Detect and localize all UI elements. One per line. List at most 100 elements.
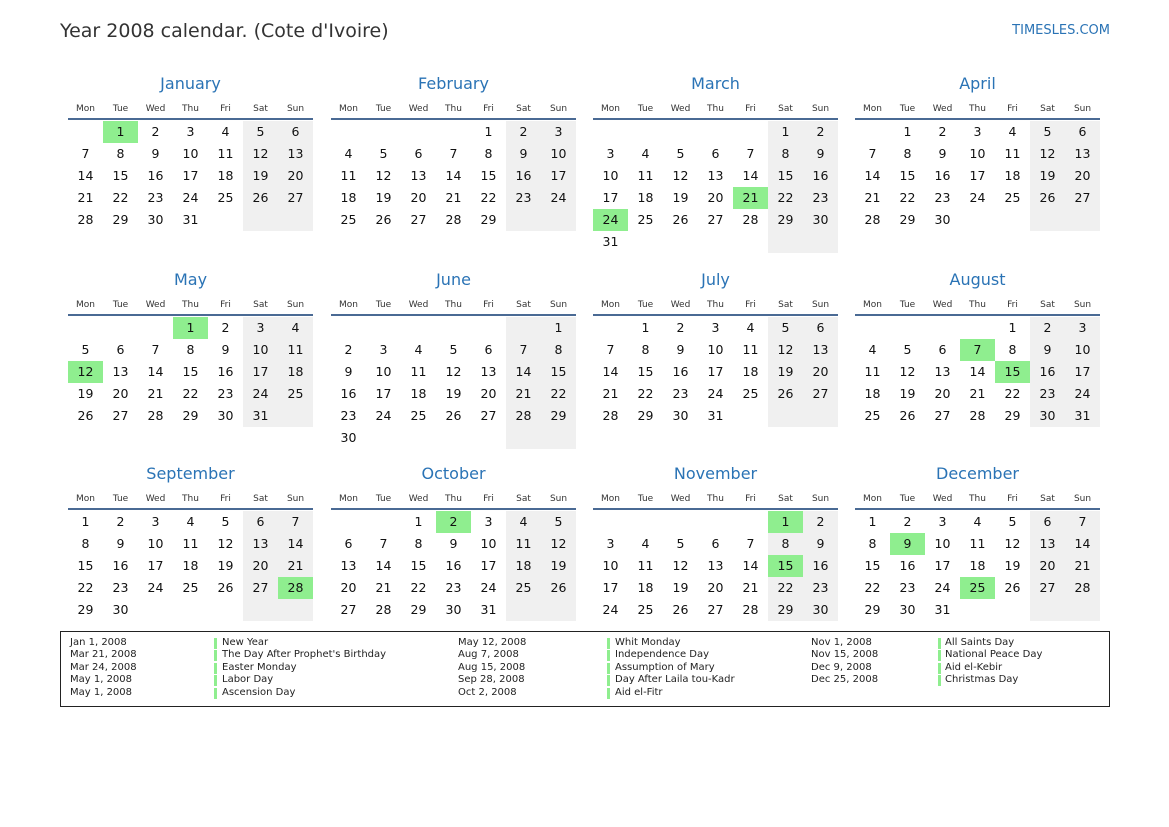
weekend-cell — [1030, 383, 1065, 405]
day: 19 — [672, 190, 689, 205]
day: 19 — [550, 558, 567, 573]
site-link[interactable]: TIMESLES.COM — [1012, 23, 1110, 38]
holiday-date: Mar 24, 2008 — [70, 661, 137, 673]
day: 11 — [864, 364, 881, 379]
day: 11 — [742, 342, 759, 357]
day: 13 — [340, 558, 357, 573]
day: 18 — [742, 364, 759, 379]
day: 9 — [519, 146, 528, 161]
holiday-cell — [768, 511, 803, 533]
day: 27 — [480, 408, 497, 423]
holiday-cell — [733, 187, 768, 209]
day: 6 — [291, 124, 300, 139]
day: 31 — [480, 602, 497, 617]
day: 1 — [81, 514, 90, 529]
day: 7 — [519, 342, 528, 357]
day: 20 — [112, 386, 129, 401]
holiday-marker — [938, 638, 941, 649]
day: 4 — [414, 342, 423, 357]
holiday-date: Nov 1, 2008 — [811, 637, 872, 648]
day: 20 — [340, 580, 357, 595]
weekend-cell — [506, 427, 541, 449]
day: 29 — [637, 408, 654, 423]
weekday: Thu — [445, 300, 462, 310]
day: 6 — [816, 320, 825, 335]
weekend-cell — [243, 577, 278, 599]
day: 5 — [676, 536, 685, 551]
day: 16 — [515, 168, 532, 183]
day: 7 — [746, 536, 755, 551]
holiday-date: Jan 1, 2008 — [70, 637, 127, 648]
day: 3 — [151, 514, 160, 529]
day: 21 — [1074, 558, 1091, 573]
weekday: Wed — [670, 104, 691, 114]
day: 30 — [812, 602, 829, 617]
weekend-cell — [278, 405, 313, 427]
holiday-name: National Peace Day — [945, 649, 1043, 661]
day: 12 — [672, 168, 689, 183]
weekend-cell — [1030, 533, 1065, 555]
day: 8 — [186, 342, 195, 357]
weekend-cell — [803, 599, 838, 621]
day: 31 — [252, 408, 269, 423]
day: 16 — [340, 386, 357, 401]
day: 16 — [217, 364, 234, 379]
day: 21 — [375, 580, 392, 595]
day: 25 — [515, 580, 532, 595]
day: 18 — [969, 558, 986, 573]
weekday: Mon — [601, 104, 620, 114]
weekday: Tue — [637, 494, 654, 504]
month-rule — [855, 314, 1100, 316]
day: 4 — [641, 146, 650, 161]
day: 26 — [252, 190, 269, 205]
day: 18 — [637, 190, 654, 205]
day: 26 — [77, 408, 94, 423]
day: 16 — [445, 558, 462, 573]
day: 25 — [864, 408, 881, 423]
weekday: Mon — [339, 494, 358, 504]
day: 13 — [707, 168, 724, 183]
day: 22 — [899, 190, 916, 205]
day: 22 — [1004, 386, 1021, 401]
month-name: September — [146, 464, 235, 483]
day: 18 — [515, 558, 532, 573]
weekday: Sun — [286, 104, 305, 114]
day: 26 — [672, 602, 689, 617]
weekend-cell — [1065, 187, 1100, 209]
weekday: Sat — [1040, 494, 1055, 504]
day: 29 — [899, 212, 916, 227]
day: 23 — [340, 408, 357, 423]
day: 23 — [812, 580, 829, 595]
weekday: Sat — [1040, 300, 1055, 310]
weekend-cell — [278, 209, 313, 231]
weekday: Sat — [253, 300, 268, 310]
day: 3 — [256, 320, 265, 335]
day: 12 — [252, 146, 269, 161]
weekend-cell — [803, 533, 838, 555]
weekend-cell — [1030, 339, 1065, 361]
day: 7 — [868, 146, 877, 161]
day: 14 — [445, 168, 462, 183]
day: 15 — [77, 558, 94, 573]
weekday: Sun — [1073, 300, 1092, 310]
day: 10 — [182, 146, 199, 161]
weekend-cell — [768, 165, 803, 187]
day: 19 — [252, 168, 269, 183]
weekend-cell — [803, 187, 838, 209]
weekend-cell — [803, 121, 838, 143]
day: 28 — [77, 212, 94, 227]
day: 2 — [816, 124, 825, 139]
weekend-cell — [243, 511, 278, 533]
day: 10 — [602, 558, 619, 573]
weekend-cell — [506, 209, 541, 231]
day: 29 — [777, 602, 794, 617]
day: 6 — [711, 536, 720, 551]
day: 22 — [550, 386, 567, 401]
day: 28 — [602, 408, 619, 423]
weekday: Wed — [670, 300, 691, 310]
weekend-cell — [1030, 187, 1065, 209]
day: 13 — [707, 558, 724, 573]
day: 13 — [112, 364, 129, 379]
day: 6 — [1043, 514, 1052, 529]
day: 10 — [480, 536, 497, 551]
